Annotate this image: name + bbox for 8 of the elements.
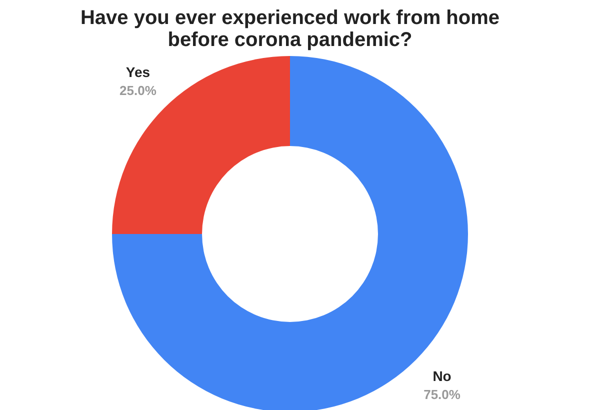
donut-slice	[112, 56, 290, 234]
slice-label: No	[432, 368, 452, 384]
slice-label: Yes	[126, 64, 150, 80]
text: Have you ever experienced work from home	[80, 7, 500, 29]
data-label: 75.0%	[424, 387, 461, 402]
donut-slice	[112, 56, 468, 410]
data-label: 25.0%	[120, 82, 157, 98]
text: before corona pandemic?	[168, 29, 412, 51]
